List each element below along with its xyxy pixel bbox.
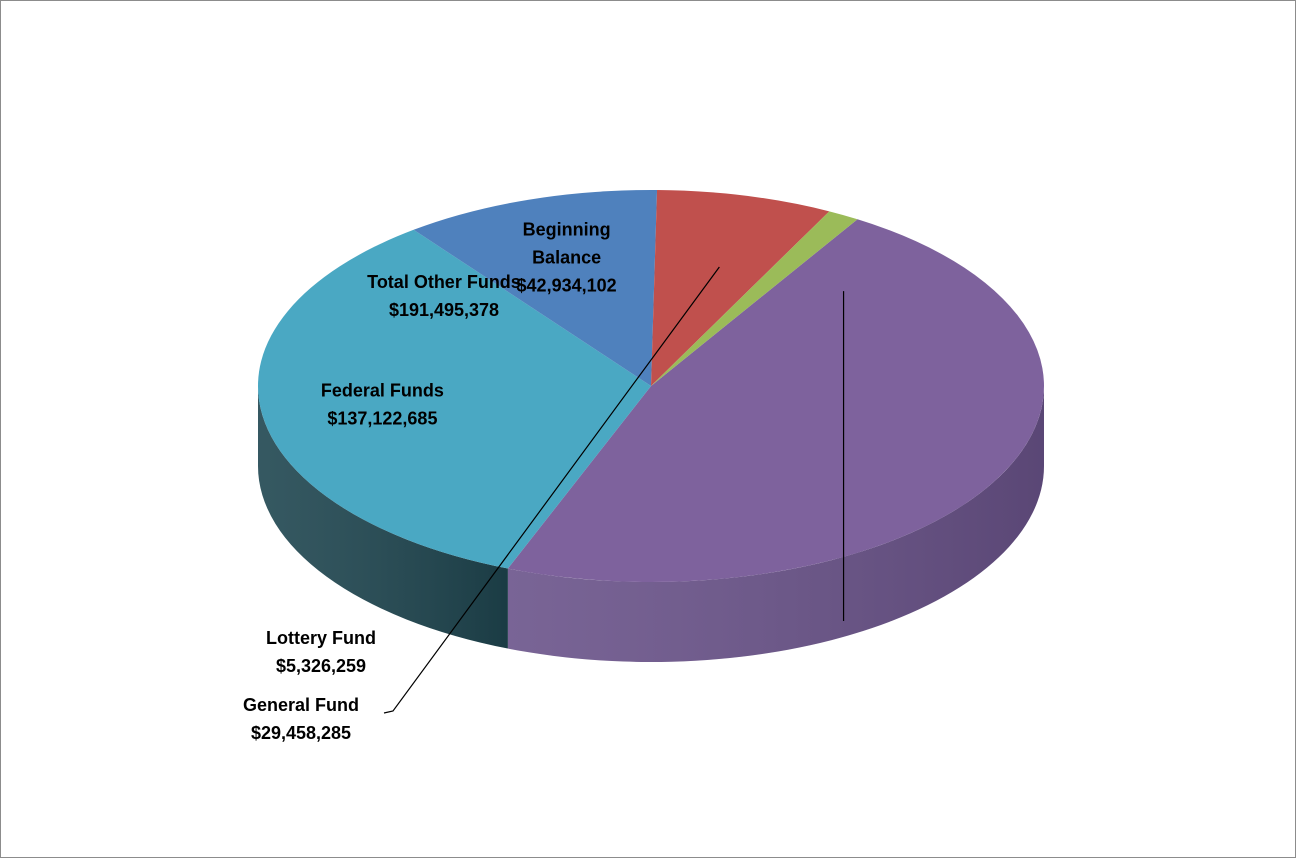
label-name-lottery-fund: Lottery Fund xyxy=(266,628,376,648)
data-label-total-other-funds: Total Other Funds $191,495,378 xyxy=(367,272,521,320)
label-value-lottery-fund: $5,326,259 xyxy=(276,656,366,676)
slice-lottery-fund xyxy=(651,211,858,386)
label-name-federal-funds: Federal Funds xyxy=(321,381,444,401)
label-value-beginning-balance: $42,934,102 xyxy=(517,275,617,295)
slice-federal-funds xyxy=(258,229,651,569)
data-label-beginning-balance: Beginning Balance $42,934,102 xyxy=(517,219,617,295)
label-value-federal-funds: $137,122,685 xyxy=(327,409,437,429)
label-name-beginning-balance: Balance xyxy=(532,247,601,267)
label-value-total-other-funds: $191,495,378 xyxy=(389,300,499,320)
slice-general-fund xyxy=(651,190,830,386)
label-value-general-fund: $29,458,285 xyxy=(251,723,351,743)
label-name-beginning-balance: Beginning xyxy=(523,219,611,239)
data-label-general-fund: General Fund $29,458,285 xyxy=(243,695,359,743)
label-name-general-fund: General Fund xyxy=(243,695,359,715)
data-label-federal-funds: Federal Funds $137,122,685 xyxy=(321,381,444,429)
slice-total-other-funds xyxy=(507,219,1044,582)
slice-side-shade-total-other-funds xyxy=(507,386,1044,662)
leader-line-general-fund xyxy=(383,266,720,714)
data-label-lottery-fund: Lottery Fund $5,326,259 xyxy=(266,628,376,676)
slice-beginning-balance xyxy=(413,190,658,386)
label-name-total-other-funds: Total Other Funds xyxy=(367,272,521,292)
slice-side-shade-federal-funds xyxy=(258,386,508,649)
